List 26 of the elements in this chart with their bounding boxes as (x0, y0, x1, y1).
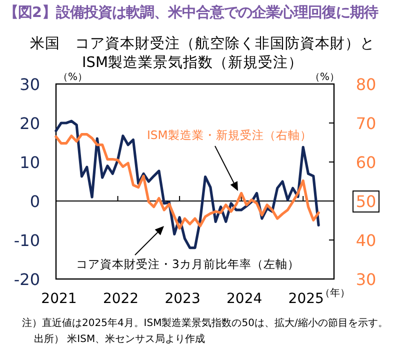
x-tick-label: 2023 (164, 291, 200, 307)
y-axis-title: （%） (58, 72, 88, 83)
y-tick-label: 30 (20, 75, 40, 94)
y2-axis-title: （%） (310, 72, 340, 83)
y-tick-label: 20 (20, 114, 40, 133)
text: 出所） 米ISM、米センサス局より作成 (34, 333, 206, 345)
y-tick-label: 10 (20, 153, 40, 172)
x-tick-label: 2025 (288, 291, 324, 307)
y-tick-label: 0 (30, 192, 40, 211)
y2-tick-label: 50 (356, 192, 376, 211)
chart-title: 【図2】設備投資は軟調、米中合意での企業心理回復に期待 (4, 4, 378, 21)
line-series (54, 120, 320, 250)
y-tick-label: -10 (14, 231, 40, 250)
text: ISM製造業・新規受注（右軸） (147, 128, 312, 142)
x-tick-label: 2022 (102, 291, 139, 307)
chart-subtitle: 米国 コア資本財受注（航空除く非国防資本財）と ISM製造業景気指数（新規受注） (30, 35, 375, 71)
y2-tick-label: 40 (356, 231, 376, 250)
y2-tick-label: 80 (356, 75, 376, 94)
y2-tick-label: 60 (356, 153, 376, 172)
series-label: コア資本財受注・3カ月前比年率（左軸） (76, 257, 300, 271)
x-tick-label: 2024 (226, 291, 262, 307)
text: 注）直近値は2025年4月。ISM製造業景気指数の50は、拡大/縮小の節目を示す。 (22, 317, 388, 329)
x-tick-label: 2021 (41, 291, 77, 307)
y-tick-label: -20 (14, 270, 40, 289)
y2-tick-label: 30 (356, 270, 376, 289)
y2-tick-label: 70 (356, 114, 376, 133)
